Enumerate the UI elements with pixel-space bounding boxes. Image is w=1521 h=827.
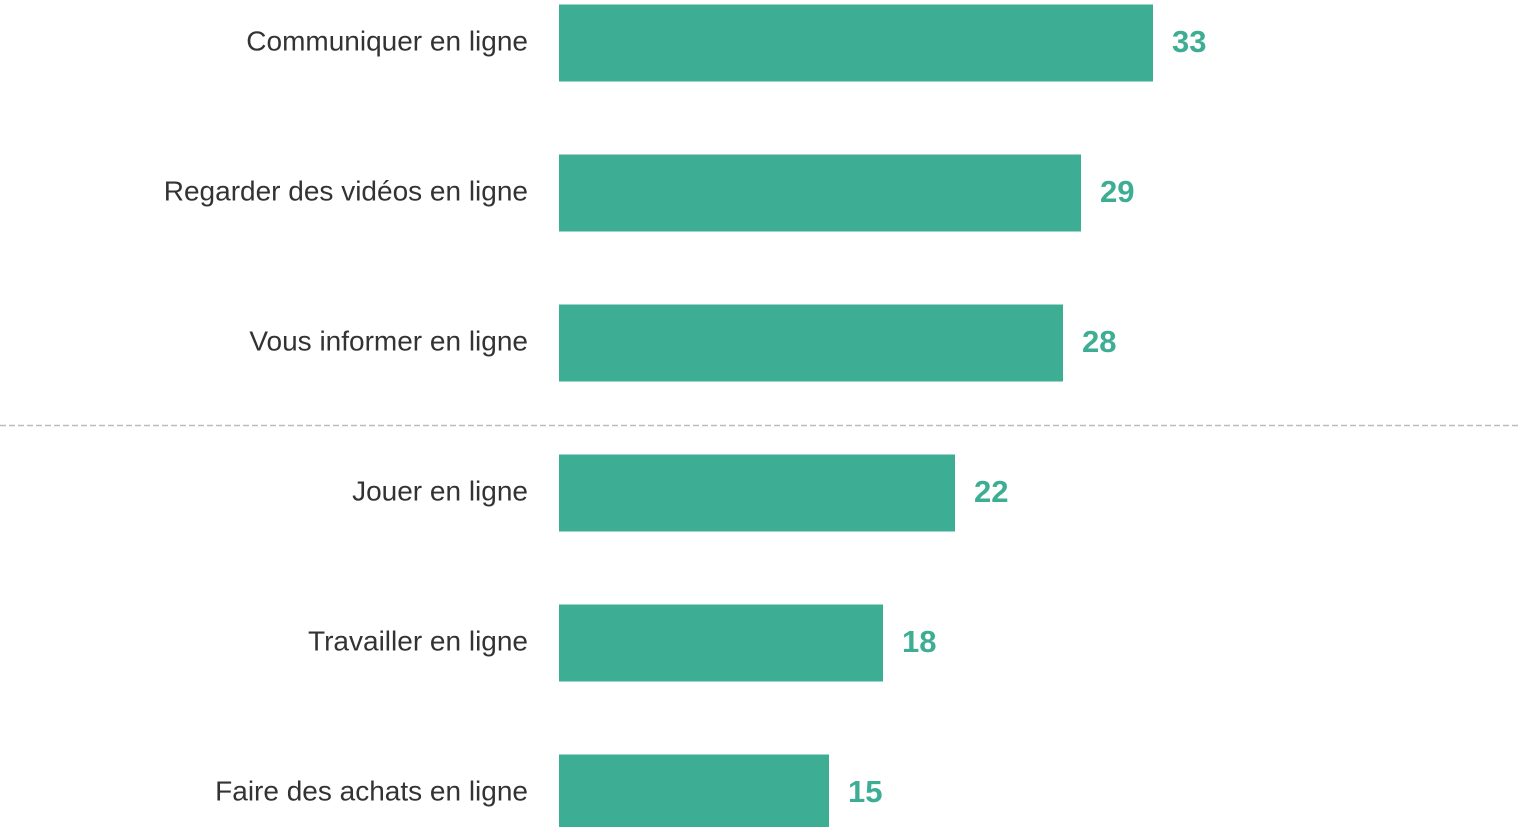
category-label: Regarder des vidéos en ligne — [164, 175, 528, 206]
category-label: Faire des achats en ligne — [215, 775, 528, 806]
bar — [559, 754, 829, 827]
value-label: 33 — [1172, 24, 1206, 59]
bar — [559, 154, 1081, 232]
category-label: Travailler en ligne — [308, 625, 528, 656]
bar — [559, 304, 1063, 382]
category-label: Communiquer en ligne — [246, 25, 528, 56]
bar — [559, 454, 955, 532]
value-label: 28 — [1082, 324, 1116, 359]
bar — [559, 4, 1153, 82]
bar — [559, 604, 883, 682]
category-label: Vous informer en ligne — [249, 325, 528, 356]
value-label: 29 — [1100, 174, 1134, 209]
value-label: 22 — [974, 474, 1008, 509]
value-label: 15 — [848, 774, 882, 809]
category-label: Jouer en ligne — [352, 475, 528, 506]
value-label: 18 — [902, 624, 936, 659]
